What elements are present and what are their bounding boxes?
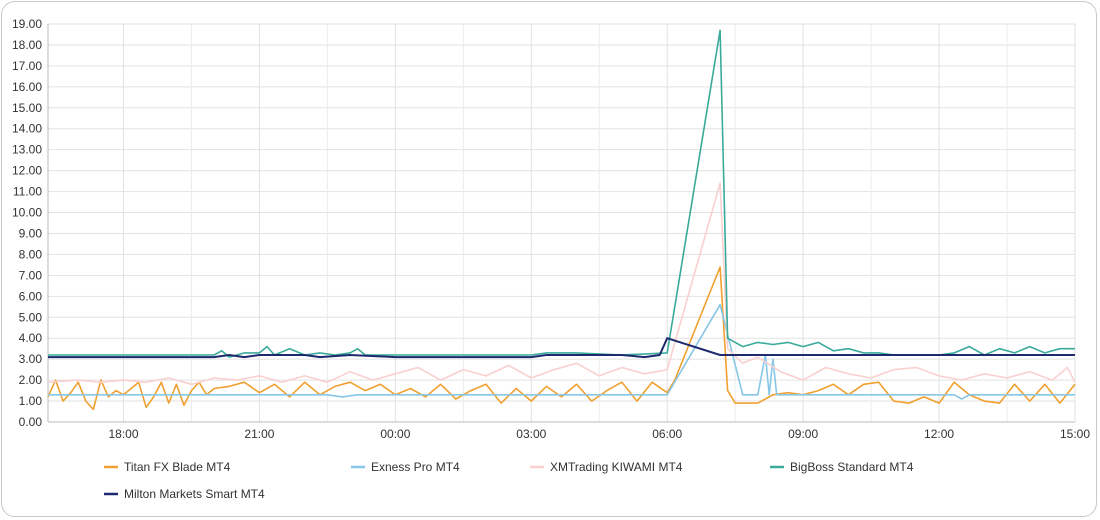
series-line-3: [47, 182, 1076, 386]
legend-label-3: XMTrading KIWAMI MT4: [550, 460, 683, 474]
grid: [48, 23, 1076, 423]
y-tick-label: 7.00: [19, 268, 43, 282]
x-tick-label: 00:00: [380, 427, 410, 441]
legend-label-1: Titan FX Blade MT4: [124, 460, 231, 474]
y-tick-label: 19.00: [12, 17, 42, 31]
y-tick-label: 14.00: [12, 122, 42, 136]
y-tick-label: 5.00: [19, 310, 43, 324]
y-tick-label: 9.00: [19, 226, 43, 240]
legend-label-4: BigBoss Standard MT4: [790, 460, 914, 474]
x-tick-label: 21:00: [244, 427, 274, 441]
series-line-1: [47, 266, 1076, 411]
x-tick-label: 12:00: [924, 427, 954, 441]
y-tick-label: 16.00: [12, 80, 42, 94]
series-line-2: [48, 303, 1075, 400]
y-tick-label: 13.00: [12, 143, 42, 157]
y-tick-label: 6.00: [19, 289, 43, 303]
y-tick-label: 1.00: [19, 394, 43, 408]
y-tick-label: 12.00: [12, 164, 42, 178]
y-tick-label: 2.00: [19, 373, 43, 387]
x-tick-label: 18:00: [108, 427, 138, 441]
y-tick-label: 17.00: [12, 59, 42, 73]
y-tick-label: 0.00: [19, 415, 43, 429]
y-tick-label: 15.00: [12, 101, 42, 115]
legend-label-5: Milton Markets Smart MT4: [124, 487, 265, 501]
x-tick-label: 15:00: [1060, 427, 1090, 441]
series-line-5: [48, 337, 1075, 359]
y-tick-label: 11.00: [13, 185, 42, 199]
y-tick-label: 3.00: [19, 352, 43, 366]
series-line-4: [48, 29, 1075, 358]
y-tick-label: 10.00: [12, 206, 42, 220]
x-tick-label: 06:00: [652, 427, 682, 441]
x-tick-label: 03:00: [516, 427, 546, 441]
x-tick-label: 09:00: [788, 427, 818, 441]
legend-label-2: Exness Pro MT4: [371, 460, 460, 474]
y-tick-label: 4.00: [19, 331, 43, 345]
y-tick-label: 18.00: [12, 38, 42, 52]
y-tick-label: 8.00: [19, 247, 43, 261]
